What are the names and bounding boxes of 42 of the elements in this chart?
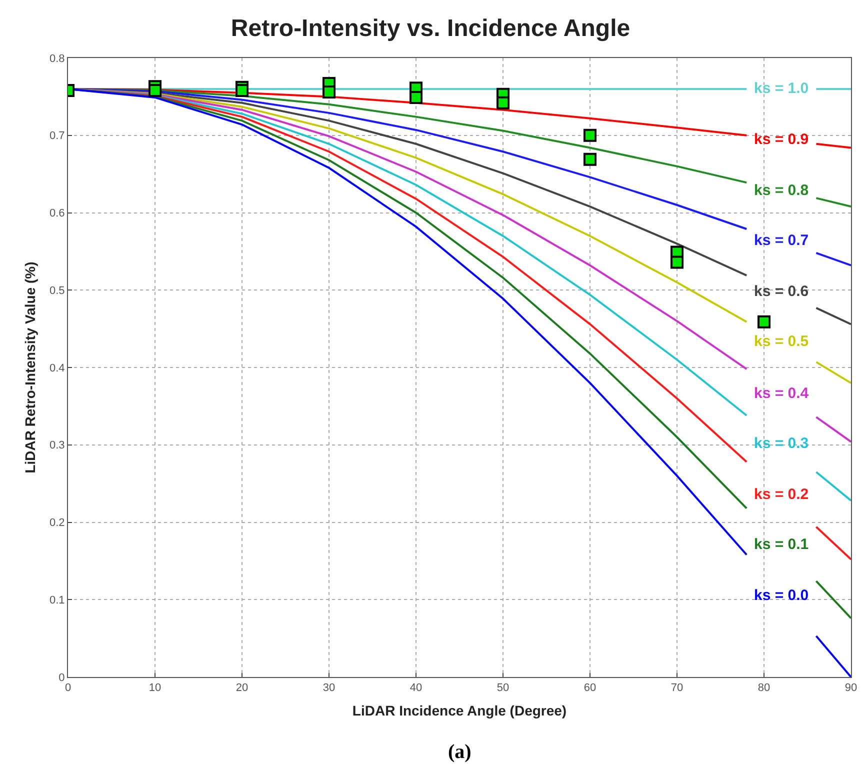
x-tick-label: 30 [322, 682, 336, 694]
series-label: ks = 0.7 [754, 232, 809, 249]
y-tick-label: 0.5 [50, 284, 65, 297]
x-tick-label: 70 [670, 682, 684, 694]
y-tick-label: 0.4 [50, 362, 65, 374]
point [584, 152, 596, 166]
series-label: ks = 0.5 [754, 333, 809, 350]
chart-title: Retro-Intensity vs. Incidence Angle [230, 15, 630, 42]
x-axis-title: LiDAR Incidence Angle (Degree) [352, 702, 567, 718]
y-axis-title: LiDAR Retro-Intensity Value (%) [22, 262, 38, 474]
y-tick-label: 0.3 [50, 440, 65, 452]
y-tick-label: 0.7 [50, 130, 65, 142]
x-tick-label: 10 [148, 682, 162, 694]
point [236, 84, 248, 97]
y-tick-label: 0.2 [50, 517, 65, 530]
point [584, 128, 596, 142]
series-label: ks = 0.9 [754, 131, 809, 148]
series-label: ks = 0.2 [754, 486, 809, 503]
y-tick-label: 0.6 [50, 208, 65, 220]
y-tick-label: 0.8 [50, 52, 65, 65]
series-label: ks = 0.1 [754, 536, 809, 553]
y-tick-label: 0.1 [50, 594, 65, 606]
series-label: ks = 0.6 [754, 283, 809, 300]
x-tick-label: 20 [236, 682, 248, 694]
text: (a) [448, 741, 472, 763]
series-label: ks = 1.0 [754, 80, 809, 97]
point [496, 96, 510, 110]
point [322, 86, 336, 99]
x-tick-label: 90 [844, 682, 858, 694]
x-tick-label: 60 [584, 682, 596, 694]
text: ks = 0.0 [754, 587, 809, 604]
point [670, 256, 684, 269]
x-tick-label: 50 [496, 682, 510, 694]
series-label: ks = 0.4 [754, 385, 810, 402]
point [758, 315, 770, 328]
point [148, 84, 162, 97]
x-tick-label: 40 [410, 682, 422, 694]
y-tick-label: 0 [58, 672, 65, 684]
x-tick-label: 80 [758, 682, 770, 694]
point [410, 90, 422, 104]
series-label: ks = 0.3 [754, 435, 809, 452]
series-label: ks = 0.8 [754, 182, 809, 199]
